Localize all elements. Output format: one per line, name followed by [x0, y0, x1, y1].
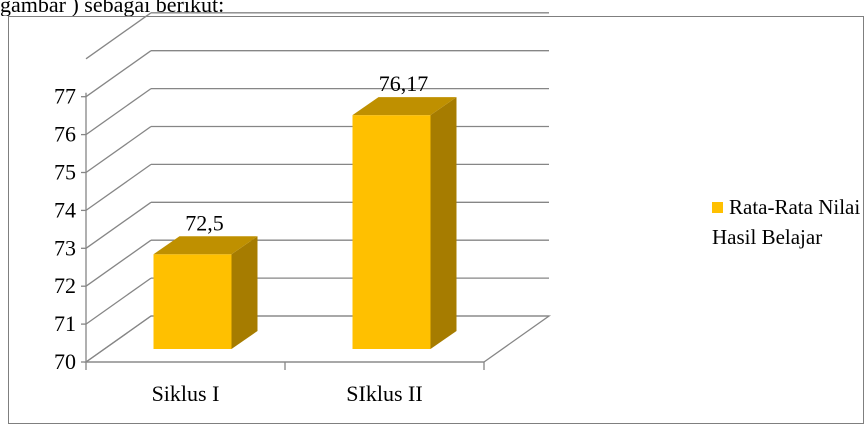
x-tick-label: SIklus II	[346, 381, 422, 406]
y-tick-label: 73	[54, 235, 76, 260]
x-tick-labels: Siklus I SIklus II	[152, 381, 423, 406]
y-tick-label: 72	[54, 273, 76, 298]
side-gridline	[85, 163, 152, 211]
bars	[153, 97, 457, 349]
bar-side	[430, 97, 457, 349]
axes	[81, 92, 485, 370]
side-gridline	[85, 315, 152, 363]
y-tick-label: 76	[54, 122, 76, 147]
y-tick-label: 77	[54, 84, 76, 109]
y-tick-label: 75	[54, 160, 76, 185]
bar-top	[352, 97, 457, 116]
bar-front	[153, 254, 232, 349]
side-gridline	[85, 277, 152, 325]
legend: Rata-Rata Nilai Hasil Belajar	[712, 192, 862, 252]
legend-swatch	[712, 202, 723, 213]
x-tick-label: Siklus I	[152, 381, 220, 406]
data-label: 76,17	[379, 71, 429, 96]
bar-top	[153, 236, 258, 255]
bar-front	[352, 115, 431, 349]
bar-side	[231, 236, 258, 349]
y-tick-label: 71	[54, 311, 76, 336]
side-gridline	[85, 125, 152, 174]
side-gridline	[85, 50, 152, 98]
side-gridline	[85, 88, 152, 136]
y-tick-labels: 70 71 72 73 74 75 76 77	[54, 84, 76, 374]
legend-label: Rata-Rata Nilai Hasil Belajar	[712, 195, 861, 249]
bar	[352, 97, 457, 349]
side-gridline	[85, 12, 152, 60]
y-tick-label: 74	[54, 197, 76, 222]
side-gridline	[85, 239, 152, 287]
data-labels: 72,5 76,17	[185, 71, 428, 235]
side-gridline	[85, 201, 152, 249]
data-label: 72,5	[185, 210, 224, 235]
caption-fragment: gambar ) sebagai berikut:	[0, 0, 225, 16]
bar	[153, 236, 258, 349]
y-tick-label: 70	[54, 349, 76, 374]
